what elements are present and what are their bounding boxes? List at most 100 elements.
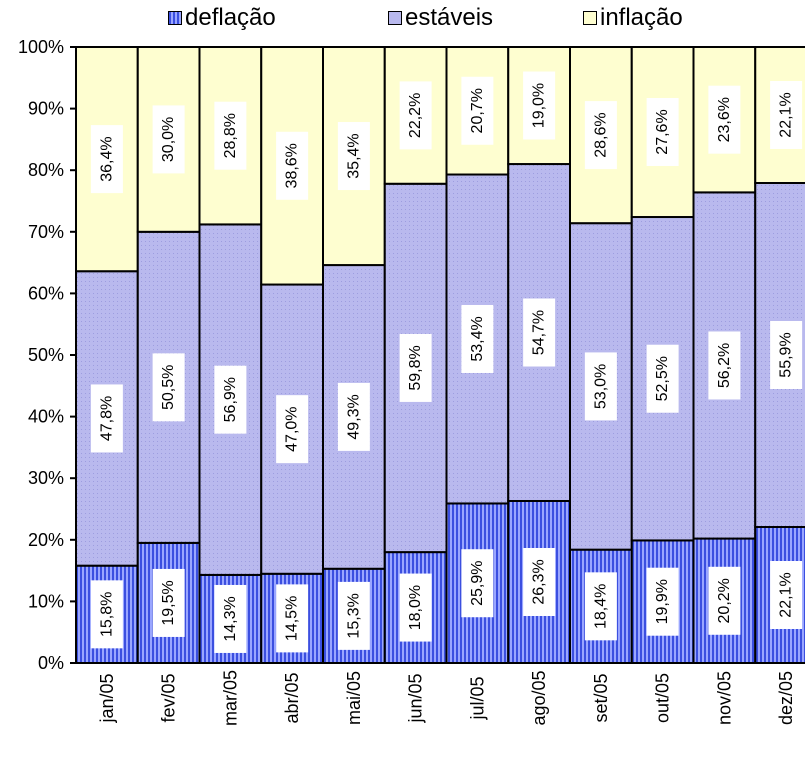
data-label-box	[708, 331, 741, 400]
x-tick-label: mar/05	[220, 670, 240, 726]
data-label: 53,4%	[469, 316, 486, 361]
data-label: 22,1%	[778, 572, 795, 617]
data-label-box	[214, 101, 247, 170]
data-label-box	[399, 81, 432, 150]
data-label: 49,3%	[345, 394, 362, 439]
data-label-box	[461, 304, 494, 373]
data-label: 22,2%	[407, 93, 424, 138]
data-label-box	[337, 382, 370, 451]
data-label-box	[708, 566, 741, 635]
data-label-box	[276, 131, 309, 200]
data-label-box	[523, 71, 556, 140]
data-label: 28,6%	[592, 112, 609, 157]
axes-layer: jan/05 fev/05 mar/05 abr/05 mai/05 jun/05 jul/…	[18, 37, 796, 726]
x-tick-label: mai/05	[344, 671, 364, 725]
x-tick-label: set/05	[591, 673, 611, 722]
data-label-box	[90, 125, 123, 194]
data-label: 28,8%	[222, 113, 239, 158]
x-tick-label: jul/05	[467, 676, 487, 720]
data-label-box	[399, 573, 432, 642]
data-label: 18,4%	[592, 584, 609, 629]
legend-item-deflacao: deflação	[168, 4, 276, 32]
data-label-box	[152, 353, 185, 422]
x-tick-label: abr/05	[282, 672, 302, 723]
y-tick-label: 80%	[28, 160, 64, 180]
data-label: 19,0%	[531, 83, 548, 128]
y-tick-label: 60%	[28, 283, 64, 303]
x-tick-label: jan/05	[97, 673, 117, 723]
data-label-box	[584, 101, 617, 170]
legend-swatch-estaveis	[388, 11, 402, 25]
data-label-box	[214, 365, 247, 434]
data-label: 59,8%	[407, 345, 424, 390]
data-label-box	[770, 561, 803, 629]
data-label-box	[523, 547, 556, 616]
y-tick-label: 50%	[28, 345, 64, 365]
y-tick-label: 20%	[28, 530, 64, 550]
data-label: 27,6%	[654, 109, 671, 154]
data-label-box	[214, 584, 247, 653]
y-tick-label: 90%	[28, 99, 64, 119]
data-label-box	[646, 567, 679, 636]
data-label-box	[152, 105, 185, 174]
data-label-box	[152, 568, 185, 637]
data-label-box	[276, 584, 309, 653]
y-tick-label: 10%	[28, 591, 64, 611]
data-label-box	[770, 321, 803, 389]
data-label-box	[337, 122, 370, 191]
data-label: 19,9%	[654, 579, 671, 624]
data-label: 20,7%	[469, 88, 486, 133]
data-label-box	[523, 298, 556, 367]
data-label: 36,4%	[98, 136, 115, 181]
data-label: 47,8%	[98, 396, 115, 441]
y-tick-label: 30%	[28, 468, 64, 488]
legend-item-inflacao: inflação	[583, 4, 683, 32]
data-label: 56,2%	[716, 343, 733, 388]
data-label-box	[90, 384, 123, 453]
data-label: 35,4%	[345, 133, 362, 178]
data-label-box	[461, 76, 494, 145]
y-tick-label: 40%	[28, 407, 64, 427]
bar-segment-deflacao	[569, 548, 633, 665]
data-label: 25,9%	[469, 561, 486, 606]
data-label-box	[646, 344, 679, 413]
data-label: 56,9%	[222, 377, 239, 422]
data-label: 23,6%	[716, 97, 733, 142]
x-tick-label: nov/05	[714, 671, 734, 725]
data-label: 47,0%	[284, 406, 301, 451]
x-tick-label: fev/05	[159, 673, 179, 722]
legend-swatch-inflacao	[583, 11, 597, 25]
data-label: 26,3%	[531, 559, 548, 604]
data-label-box	[708, 85, 741, 154]
data-label: 20,2%	[716, 578, 733, 623]
x-tick-label: out/05	[653, 673, 673, 723]
x-tick-label: jun/05	[406, 673, 426, 723]
y-tick-label: 70%	[28, 222, 64, 242]
data-label: 52,5%	[654, 356, 671, 401]
data-label: 38,6%	[284, 143, 301, 188]
legend-label-deflacao: deflação	[185, 4, 276, 31]
data-label-box	[584, 352, 617, 421]
data-label-box	[399, 333, 432, 402]
legend-item-estaveis: estáveis	[388, 4, 493, 32]
bars-layer	[75, 46, 805, 665]
data-label-box	[770, 81, 803, 149]
data-label-box	[337, 581, 370, 650]
data-label-box	[90, 580, 123, 649]
data-label: 15,3%	[345, 593, 362, 638]
x-tick-label: ago/05	[529, 670, 549, 725]
data-label-box	[584, 572, 617, 641]
legend-swatch-deflacao	[168, 11, 182, 25]
data-label-box	[646, 98, 679, 167]
data-label: 30,0%	[160, 117, 177, 162]
data-label: 53,0%	[592, 364, 609, 409]
x-tick-label: dez/05	[776, 671, 796, 725]
data-label: 55,9%	[778, 332, 795, 377]
data-label: 14,3%	[222, 596, 239, 641]
y-tick-label: 0%	[38, 653, 64, 673]
data-label: 18,0%	[407, 585, 424, 630]
y-tick-label: 100%	[18, 37, 64, 57]
data-labels-layer: 15,8% 47,8% 36,4% 19,5% 50,5% 30,0% 14,3% 56,9%…	[90, 71, 803, 653]
bar-segment-estaveis	[198, 223, 263, 576]
